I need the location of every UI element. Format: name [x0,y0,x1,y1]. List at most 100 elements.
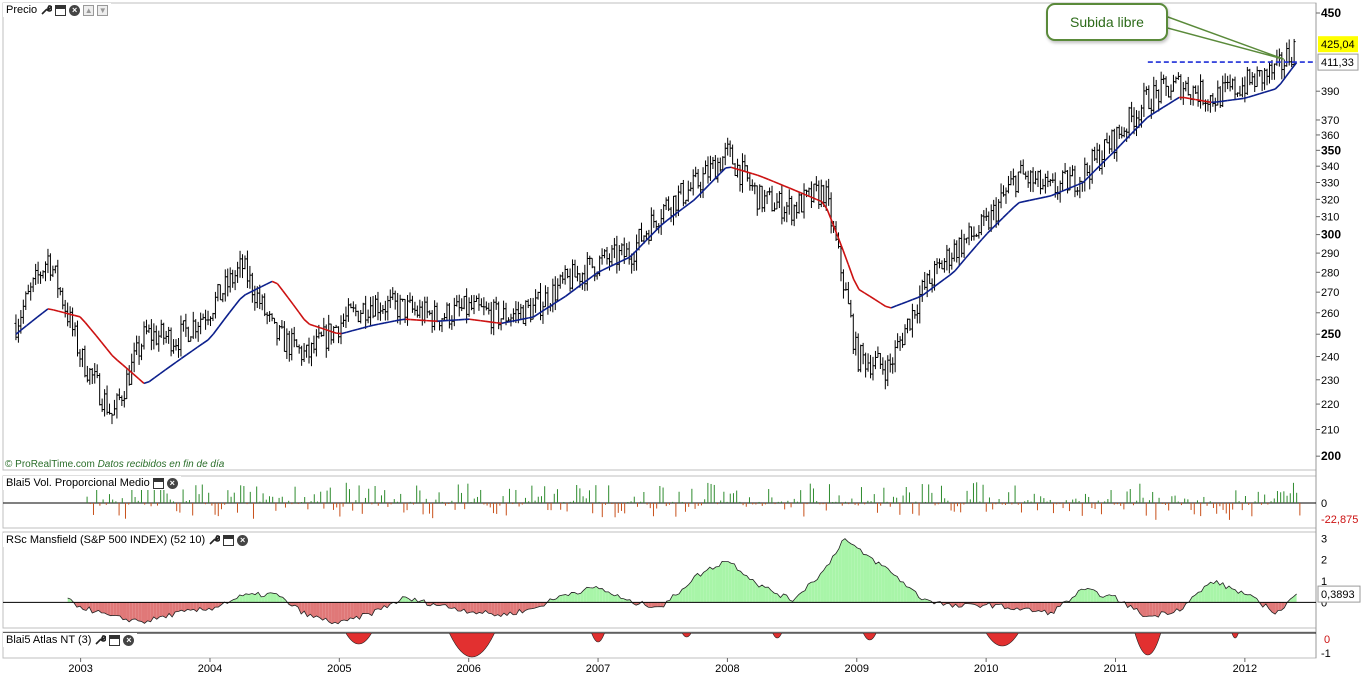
mansfield-fill-segment [903,581,907,603]
moving-average-segment [863,292,871,297]
window-icon[interactable] [152,477,164,489]
close-icon[interactable]: × [123,634,135,646]
moving-average-segment [1066,186,1073,190]
moving-average-segment [565,291,572,297]
mansfield-fill-segment [1232,588,1236,603]
moving-average-segment [714,172,721,180]
breakout-level-badge [1317,53,1359,71]
moving-average-segment [1029,198,1036,202]
moving-average-segment [314,325,321,329]
price-tick-label: 340 [1321,161,1339,173]
mansfield-fill-segment [1010,602,1014,610]
close-icon[interactable]: × [69,4,81,16]
moving-average-segment [1087,171,1095,178]
moving-average-segment [949,270,956,276]
moving-average-segment [991,222,999,229]
mansfield-fill-segment [814,579,818,603]
price-tick-label: 200 [1321,449,1341,463]
mansfield-fill-segment [525,602,529,611]
moving-average-segment [58,310,65,314]
move-down-icon[interactable]: ▼ [97,4,109,16]
moving-average-segment [474,319,481,322]
window-icon[interactable] [223,534,235,546]
window-icon[interactable] [55,4,67,16]
mansfield-fill-segment [685,584,689,603]
mansfield-fill-segment [184,602,188,612]
moving-average-segment [1098,160,1106,167]
moving-average-segment [805,194,812,198]
moving-average-segment [1152,110,1159,115]
wrench-icon[interactable] [40,4,53,16]
move-up-icon[interactable]: ▲ [83,4,95,16]
atlas-pane-frame [2,631,1317,659]
price-tick-label: 210 [1321,425,1339,437]
mansfield-fill-segment [1078,589,1082,603]
moving-average-segment [79,316,86,324]
price-tick-label: 270 [1321,287,1339,299]
mansfield-fill-segment [722,561,726,603]
mansfield-fill-segment [350,602,354,619]
price-tick-label: 310 [1321,212,1339,224]
mansfield-line [67,538,1297,625]
mansfield-fill-segment [1056,602,1061,607]
moving-average-segment [1253,93,1260,97]
mansfield-fill-segment [891,572,895,603]
data-source-footnote: © ProRealTime.com Datos recibidos en fin… [5,459,224,470]
mansfield-fill-segment [181,602,185,612]
mansfield-fill-segment [451,602,455,609]
moving-average-segment [965,251,972,259]
mansfield-fill-segment [288,602,292,607]
mansfield-fill-segment [660,602,664,607]
mansfield-fill-segment [215,602,219,608]
mansfield-fill-segment [1146,602,1150,617]
mansfield-fill-segment [869,556,873,603]
mansfield-fill-segment [485,602,489,614]
wrench-icon[interactable] [94,634,108,646]
moving-average-segment [986,227,994,235]
moving-average-segment [677,207,684,214]
moving-average-segment [212,326,220,335]
moving-average-segment [826,208,834,223]
mansfield-fill-segment [795,594,799,603]
mansfield-fill-segment [1219,582,1223,603]
mansfield-fill-segment [887,568,892,603]
moving-average-segment [1007,206,1015,213]
moving-average-segment [821,201,828,210]
mansfield-fill-segment [1210,582,1214,603]
moving-average-segment [1168,100,1175,105]
moving-average-segment [613,261,620,266]
window-icon[interactable] [109,634,121,646]
mansfield-fill-segment [860,549,864,603]
mansfield-fill-segment [427,602,431,606]
callout-pointer [1158,16,1284,60]
moving-average-segment [218,319,225,328]
close-icon[interactable]: × [237,534,249,546]
mansfield-fill-segment [774,593,778,603]
mansfield-fill-segment [719,561,723,603]
moving-average-segment [170,361,177,367]
mansfield-fill-segment [583,587,587,603]
moving-average-segment [858,288,865,294]
close-icon[interactable]: × [166,477,178,489]
moving-average-segment [1082,176,1090,184]
mansfield-fill-segment [694,573,698,603]
moving-average-segment [319,326,326,331]
moving-average-segment [831,222,839,237]
price-y-axis [1316,12,1320,457]
mansfield-fill-segment [703,570,707,603]
moving-average-segment [959,257,967,265]
mansfield-fill-segment [522,602,526,613]
moving-average-segment [276,283,284,292]
x-tick-label: 2004 [198,663,222,674]
mansfield-fill-segment [101,602,105,613]
mansfield-fill-segment [1139,602,1143,617]
moving-average-segment [287,297,295,306]
moving-average-segment [234,298,241,307]
wrench-icon[interactable] [208,534,221,546]
moving-average-segment [1103,155,1111,162]
annotation-callout[interactable]: Subida libre [1046,3,1168,41]
moving-average-segment [346,330,353,333]
atlas-fill-segment [681,632,692,638]
mansfield-fill-segment [866,554,870,603]
